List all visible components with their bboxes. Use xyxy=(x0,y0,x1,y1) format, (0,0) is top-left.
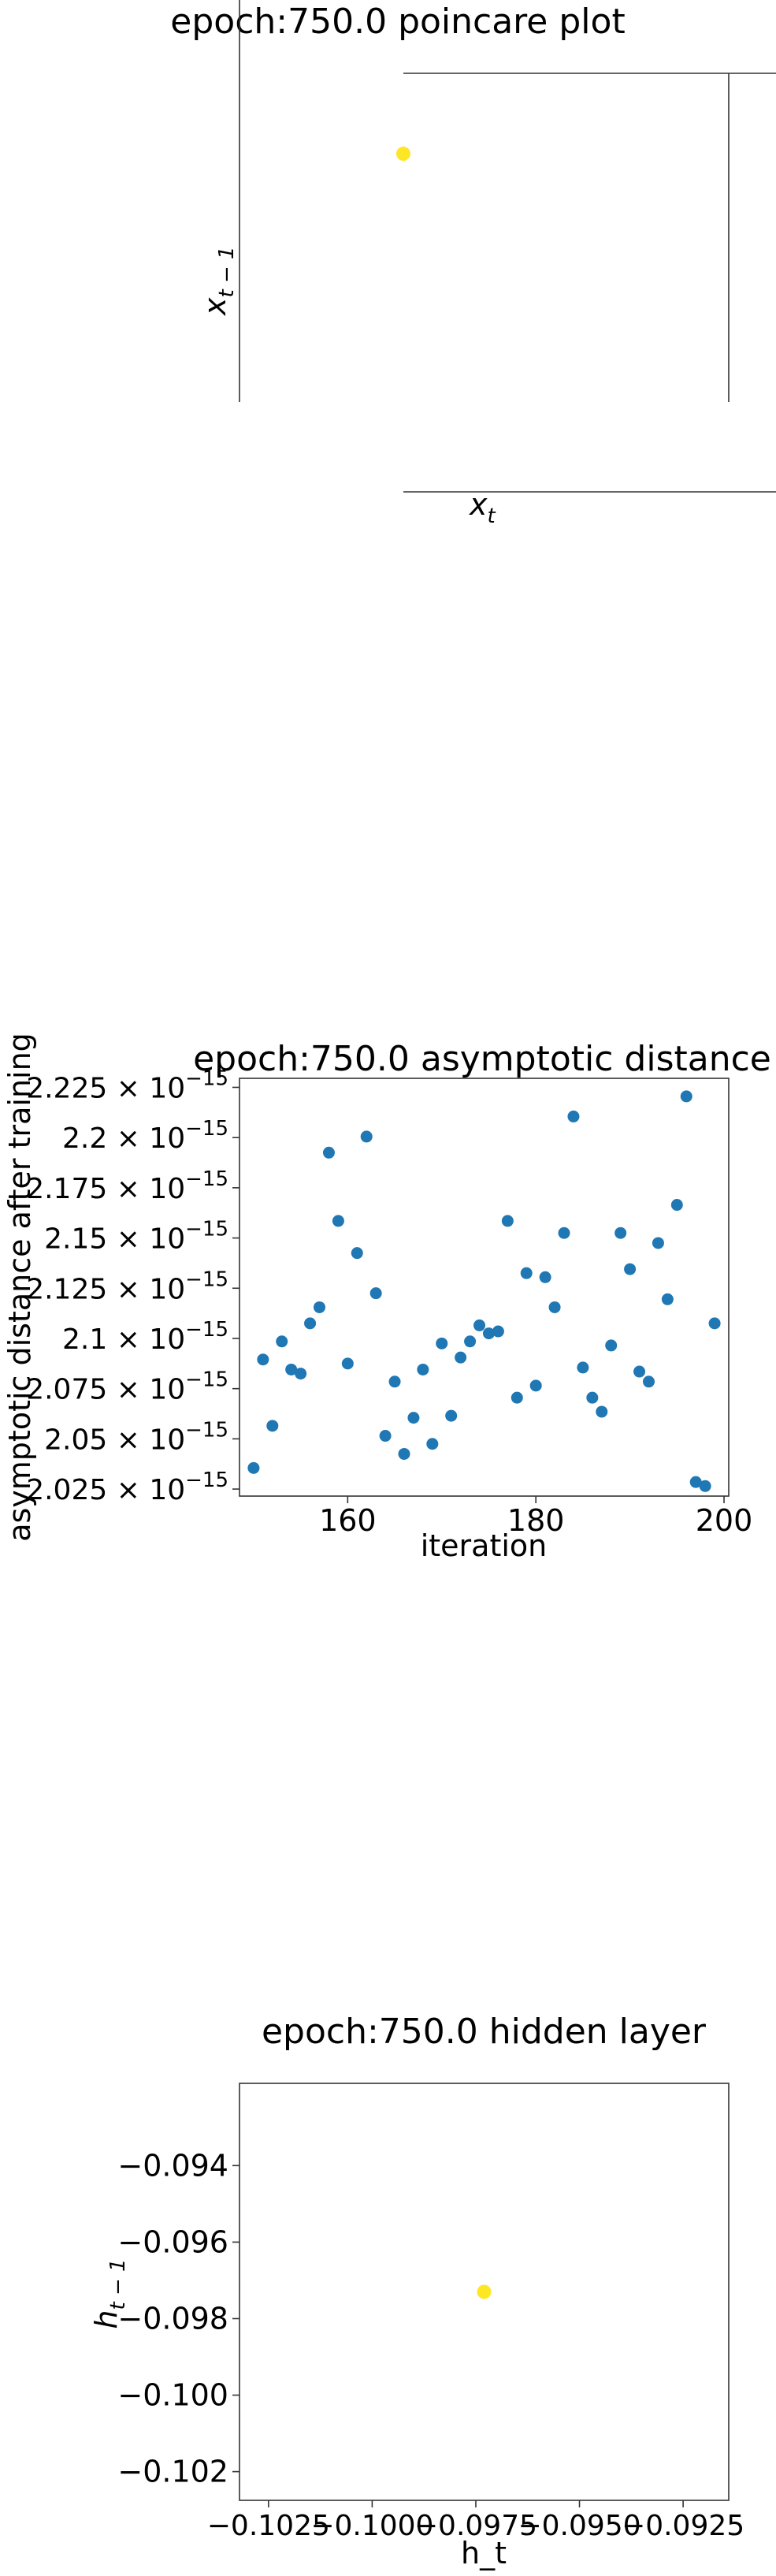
data-point xyxy=(511,1391,523,1404)
data-point xyxy=(680,1090,692,1103)
asymptotic-distance-points xyxy=(247,1090,721,1492)
data-point xyxy=(285,1363,298,1375)
asymptotic-distance-chart: epoch:750.0 asymptotic distance 160 180 20… xyxy=(2,1033,771,1563)
y-tick-label: −0.094 xyxy=(117,2148,228,2183)
y-tick-label: 2.1 × 10−15 xyxy=(62,1318,228,1356)
data-point xyxy=(548,1301,561,1313)
data-point xyxy=(426,1438,439,1450)
data-point xyxy=(295,1368,307,1380)
data-point xyxy=(379,1430,392,1442)
data-point xyxy=(407,1412,420,1424)
data-point xyxy=(520,1267,533,1279)
data-point xyxy=(276,1335,288,1348)
data-point xyxy=(689,1476,702,1488)
poincare-plot-title: epoch:750.0 poincare plot xyxy=(170,2,625,42)
y-tick-label: −0.102 xyxy=(117,2455,228,2489)
poincare-point xyxy=(396,147,410,161)
data-point xyxy=(539,1271,551,1283)
data-point xyxy=(455,1351,467,1364)
y-tick-label: 2.15 × 10−15 xyxy=(44,1218,228,1256)
data-point xyxy=(304,1317,317,1330)
hidden-layer-x-axis-label: h_t xyxy=(461,2536,507,2570)
data-point xyxy=(341,1357,354,1370)
asymptotic-distance-title: epoch:750.0 asymptotic distance xyxy=(193,1039,771,1079)
x-tick-label: −0.1000 xyxy=(310,2510,433,2542)
y-tick-label: 2.075 × 10−15 xyxy=(26,1368,228,1406)
x-tick-label: 160 xyxy=(319,1503,377,1538)
data-point xyxy=(642,1375,655,1388)
y-tick-label: −0.100 xyxy=(117,2378,228,2413)
data-point xyxy=(477,2284,492,2299)
x-tick-label: 200 xyxy=(696,1503,753,1538)
hidden-layer-points xyxy=(477,2284,492,2299)
asymptotic-distance-y-ticks: 2.025 × 10−15 2.05 × 10−15 2.075 × 10−15 2.… xyxy=(26,1067,239,1506)
data-point xyxy=(398,1447,410,1460)
data-point xyxy=(670,1199,683,1212)
data-point xyxy=(322,1146,335,1159)
data-point xyxy=(473,1319,486,1331)
data-point xyxy=(652,1237,664,1249)
data-point xyxy=(624,1263,637,1275)
data-point xyxy=(351,1247,363,1260)
data-point xyxy=(501,1215,514,1227)
y-tick-label: 2.125 × 10−15 xyxy=(26,1268,228,1305)
hidden-layer-axes-frame xyxy=(239,2083,730,2501)
data-point xyxy=(586,1391,599,1404)
data-point xyxy=(257,1353,269,1366)
poincare-x-axis-label: xt xyxy=(469,487,496,528)
data-point xyxy=(436,1337,448,1349)
data-point xyxy=(417,1363,429,1375)
data-point xyxy=(464,1335,477,1348)
y-tick-label: 2.2 × 10−15 xyxy=(62,1117,228,1155)
y-tick-label: −0.096 xyxy=(117,2224,228,2259)
x-tick-label: −0.0950 xyxy=(518,2510,640,2542)
data-point xyxy=(558,1227,570,1239)
data-point xyxy=(247,1461,260,1474)
data-point xyxy=(596,1405,608,1418)
data-point xyxy=(614,1227,627,1239)
data-point xyxy=(708,1317,721,1330)
asymptotic-distance-y-axis-label: asymptotic distance after training xyxy=(2,1033,37,1542)
data-point xyxy=(492,1325,504,1338)
data-point xyxy=(633,1365,646,1378)
data-point xyxy=(529,1379,542,1392)
data-point xyxy=(360,1130,373,1143)
data-point xyxy=(266,1420,279,1432)
data-point xyxy=(369,1287,382,1300)
x-tick-label: −0.1025 xyxy=(207,2510,330,2542)
data-point xyxy=(445,1409,458,1422)
data-point xyxy=(482,1327,495,1340)
data-point xyxy=(605,1339,618,1352)
asymptotic-distance-x-ticks: 160 180 200 xyxy=(319,1496,752,1538)
hidden-layer-x-ticks: −0.1025−0.1000−0.0975−0.0950−0.0925 xyxy=(207,2500,744,2542)
x-tick-label: −0.0925 xyxy=(622,2510,744,2542)
asymptotic-distance-x-axis-label: iteration xyxy=(421,1528,548,1563)
data-point xyxy=(699,1480,711,1492)
hidden-layer-chart: epoch:750.0 hidden layer −0.1025−0.1000−… xyxy=(89,2012,744,2570)
data-point xyxy=(661,1293,674,1305)
hidden-layer-y-ticks: −0.094 −0.096 −0.098 −0.100 −0.102 xyxy=(117,2148,239,2489)
data-point xyxy=(577,1361,589,1374)
poincare-plot-chart: epoch:750.0 poincare plot xt xt − 1 xyxy=(170,0,776,528)
y-tick-label: 2.05 × 10−15 xyxy=(44,1418,228,1456)
y-tick-label: 2.225 × 10−15 xyxy=(26,1067,228,1104)
data-point xyxy=(332,1215,344,1227)
asymptotic-distance-axes-frame xyxy=(239,1078,730,1497)
data-point xyxy=(567,1110,580,1122)
y-tick-label: 2.175 × 10−15 xyxy=(26,1167,228,1205)
x-tick-label: 180 xyxy=(507,1503,565,1538)
y-tick-label: −0.098 xyxy=(117,2301,228,2336)
poincare-y-axis-label: xt − 1 xyxy=(198,246,239,316)
hidden-layer-title: epoch:750.0 hidden layer xyxy=(262,2012,707,2052)
data-point xyxy=(388,1375,401,1388)
data-point xyxy=(314,1301,326,1313)
x-tick-label: −0.0975 xyxy=(414,2510,537,2542)
y-tick-label: 2.025 × 10−15 xyxy=(26,1469,228,1506)
